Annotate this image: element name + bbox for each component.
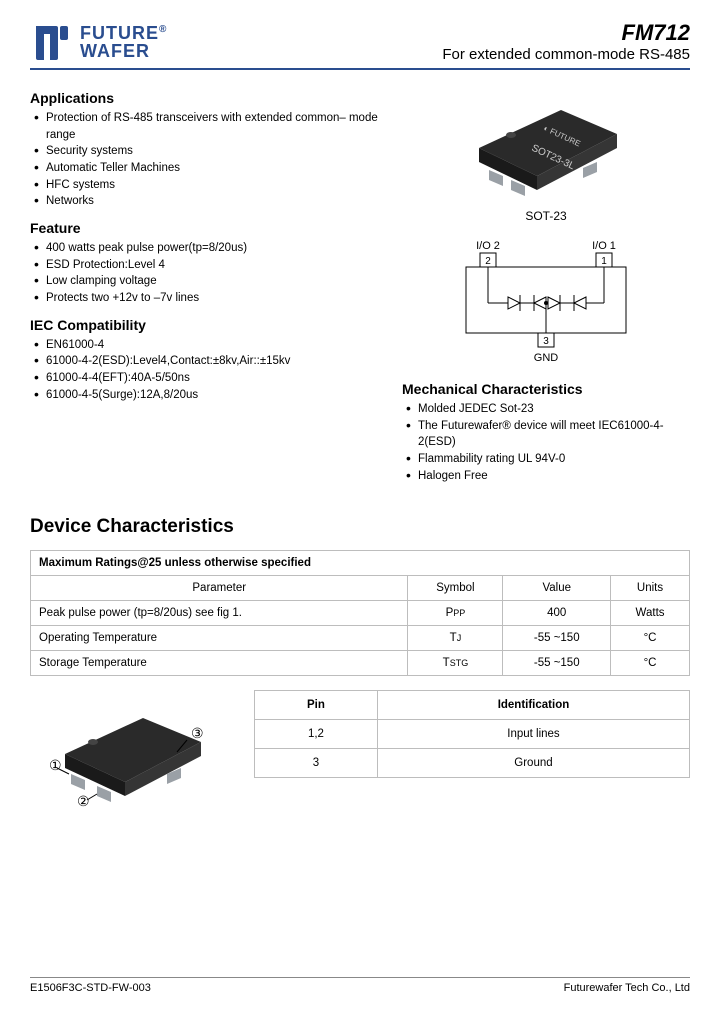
part-number: FM712	[442, 20, 690, 46]
iec-heading: IEC Compatibility	[30, 317, 382, 333]
table-row: Storage TemperatureTSTG-55 ~150°C	[31, 651, 690, 676]
table-cell: °C	[611, 651, 690, 676]
package-image: ◐ FUTURE SOT23-3L SOT-23	[402, 90, 690, 223]
table-header-cell: Symbol	[408, 576, 503, 601]
table-cell: Watts	[611, 601, 690, 626]
table-cell: -55 ~150	[503, 651, 611, 676]
feature-list: 400 watts peak pulse power(tp=8/20us)ESD…	[30, 240, 382, 307]
subtitle: For extended common-mode RS-485	[442, 46, 690, 63]
list-item: Protects two +12v to –7v lines	[34, 290, 382, 307]
footer: E1506F3C-STD-FW-003 Futurewafer Tech Co.…	[30, 977, 690, 994]
table-header-cell: Parameter	[31, 576, 408, 601]
iec-list: EN61000-461000-4-2(ESD):Level4,Contact:±…	[30, 337, 382, 404]
sot23-chip-icon: ◐ FUTURE SOT23-3L	[461, 90, 631, 205]
list-item: Molded JEDEC Sot-23	[406, 401, 690, 418]
pin-chip-icon: ① ② ③	[35, 698, 225, 818]
logo-text: FUTURE® WAFER	[80, 24, 167, 60]
mech-list: Molded JEDEC Sot-23The Futurewafer® devi…	[402, 401, 690, 484]
list-item: Halogen Free	[406, 468, 690, 485]
header: FUTURE® WAFER FM712 For extended common-…	[30, 20, 690, 64]
table-row: Operating TemperatureTJ-55 ~150°C	[31, 626, 690, 651]
svg-text:1: 1	[601, 256, 607, 267]
list-item: Flammability rating UL 94V-0	[406, 451, 690, 468]
table-header-cell: Value	[503, 576, 611, 601]
left-column: Applications Protection of RS-485 transc…	[30, 90, 382, 492]
logo-text-bottom: WAFER	[80, 42, 167, 60]
pin-table-header: PinIdentification	[255, 691, 690, 720]
svg-text:I/O 2: I/O 2	[476, 240, 500, 252]
svg-text:③: ③	[191, 725, 204, 741]
table-cell: TJ	[408, 626, 503, 651]
feature-heading: Feature	[30, 220, 382, 236]
list-item: 61000-4-4(EFT):40A-5/50ns	[34, 370, 382, 387]
pin-diagram: ① ② ③	[30, 690, 230, 818]
table-row: 3Ground	[255, 749, 690, 778]
svg-text:②: ②	[77, 793, 90, 809]
table-cell: Storage Temperature	[31, 651, 408, 676]
table-cell: -55 ~150	[503, 626, 611, 651]
table-cell: 3	[255, 749, 378, 778]
schematic-diagram: I/O 2 I/O 1 2 1	[402, 237, 690, 367]
list-item: 400 watts peak pulse power(tp=8/20us)	[34, 240, 382, 257]
mech-heading: Mechanical Characteristics	[402, 381, 690, 397]
device-characteristics-heading: Device Characteristics	[30, 516, 690, 538]
ratings-table-header: ParameterSymbolValueUnits	[31, 576, 690, 601]
title-block: FM712 For extended common-mode RS-485	[442, 20, 690, 63]
list-item: ESD Protection:Level 4	[34, 257, 382, 274]
doc-id: E1506F3C-STD-FW-003	[30, 982, 151, 994]
table-header-cell: Identification	[377, 691, 689, 720]
svg-text:①: ①	[49, 757, 62, 773]
list-item: Protection of RS-485 transceivers with e…	[34, 110, 382, 143]
table-cell: Operating Temperature	[31, 626, 408, 651]
header-divider	[30, 68, 690, 70]
list-item: The Futurewafer® device will meet IEC610…	[406, 418, 690, 451]
list-item: Security systems	[34, 143, 382, 160]
svg-text:2: 2	[485, 256, 491, 267]
table-cell: PPP	[408, 601, 503, 626]
list-item: EN61000-4	[34, 337, 382, 354]
table-cell: TSTG	[408, 651, 503, 676]
schematic-icon: I/O 2 I/O 1 2 1	[446, 237, 646, 367]
list-item: Automatic Teller Machines	[34, 160, 382, 177]
ratings-table: Maximum Ratings@25 unless otherwise spec…	[30, 550, 690, 676]
table-cell: Peak pulse power (tp=8/20us) see fig 1.	[31, 601, 408, 626]
table-row: 1,2Input lines	[255, 720, 690, 749]
ratings-table-title: Maximum Ratings@25 unless otherwise spec…	[31, 551, 690, 576]
footer-company: Futurewafer Tech Co., Ltd	[564, 982, 690, 994]
applications-list: Protection of RS-485 transceivers with e…	[30, 110, 382, 210]
pin-table-box: PinIdentification 1,2Input lines3Ground	[254, 690, 690, 778]
svg-text:I/O 1: I/O 1	[592, 240, 616, 252]
table-cell: 1,2	[255, 720, 378, 749]
right-column: ◐ FUTURE SOT23-3L SOT-23 I/O 2 I/O 1 2 1	[402, 90, 690, 492]
logo-text-top: FUTURE	[80, 23, 159, 43]
applications-heading: Applications	[30, 90, 382, 106]
table-row: Peak pulse power (tp=8/20us) see fig 1.P…	[31, 601, 690, 626]
list-item: 61000-4-5(Surge):12A,8/20us	[34, 387, 382, 404]
pin-table: PinIdentification 1,2Input lines3Ground	[254, 690, 690, 778]
table-cell: 400	[503, 601, 611, 626]
svg-text:3: 3	[543, 336, 549, 347]
table-cell: Input lines	[377, 720, 689, 749]
logo: FUTURE® WAFER	[30, 20, 167, 64]
pin-section: ① ② ③ PinIdentification 1,2Input lines3G…	[30, 690, 690, 818]
list-item: 61000-4-2(ESD):Level4,Contact:±8kv,Air::…	[34, 353, 382, 370]
table-cell: Ground	[377, 749, 689, 778]
logo-icon	[30, 20, 74, 64]
table-header-cell: Units	[611, 576, 690, 601]
package-label: SOT-23	[525, 209, 566, 223]
main-columns: Applications Protection of RS-485 transc…	[30, 90, 690, 492]
table-header-cell: Pin	[255, 691, 378, 720]
list-item: HFC systems	[34, 177, 382, 194]
footer-divider	[30, 977, 690, 978]
list-item: Low clamping voltage	[34, 273, 382, 290]
list-item: Networks	[34, 193, 382, 210]
table-cell: °C	[611, 626, 690, 651]
svg-text:GND: GND	[534, 352, 559, 364]
